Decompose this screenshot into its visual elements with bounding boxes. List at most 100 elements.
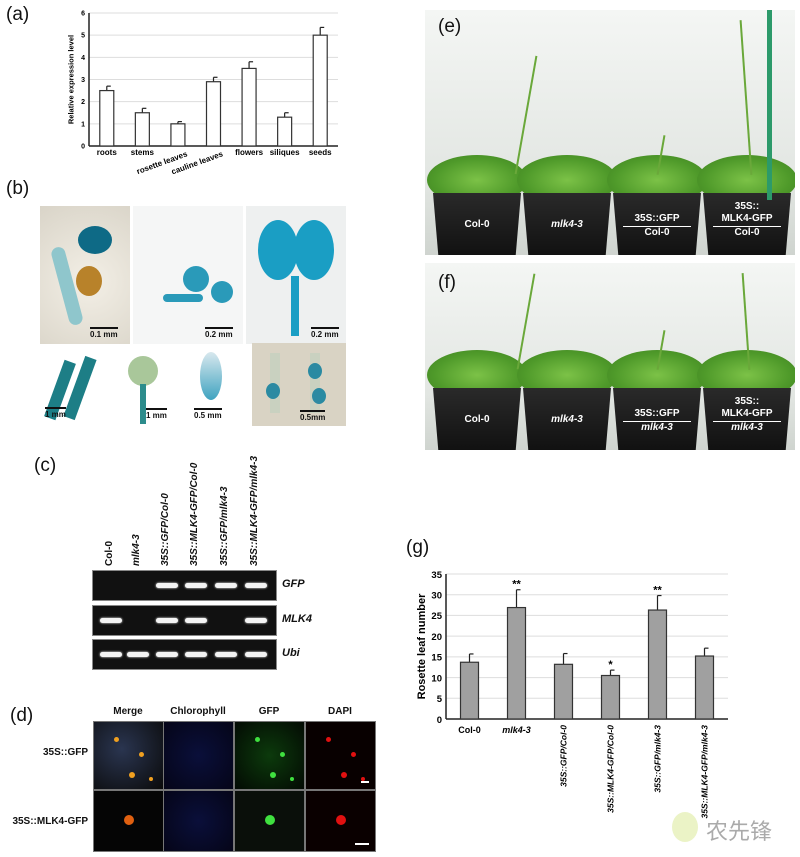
pot-label: mlk4-3 xyxy=(523,414,611,426)
gus-photo-petal: 0.5 mm xyxy=(180,344,242,426)
pot-label-line: mlk4-3 xyxy=(551,414,583,425)
column-header: Merge xyxy=(113,706,143,717)
significance-marker: ** xyxy=(512,579,521,591)
pot-label-line: 35S::GFP xyxy=(634,408,680,419)
bar xyxy=(99,89,115,147)
bar xyxy=(241,67,257,147)
y-axis-label: Relative expression level xyxy=(67,35,76,124)
column-header: GFP xyxy=(258,706,280,717)
micrograph xyxy=(93,721,164,790)
pot: 35S:: MLK4-GFP Col-0 xyxy=(703,193,791,255)
pot-label-line: MLK4-GFP xyxy=(721,213,773,224)
bar xyxy=(600,674,621,720)
y-tick-label: 0 xyxy=(437,715,442,726)
x-tick-label: 35S::MLK4-GFP/Col-0 xyxy=(606,725,616,813)
gus-photo-seedling-1: 0.1 mm xyxy=(40,206,130,344)
y-tick-label: 6 xyxy=(81,11,85,18)
scale-bar: 1 mm xyxy=(45,407,66,419)
bar xyxy=(647,609,668,720)
watermark-logo xyxy=(672,812,698,842)
scale-bar: 0.5 mm xyxy=(194,408,222,420)
gel-band xyxy=(156,652,178,657)
scale-bar: 0.5mm xyxy=(300,410,326,422)
bar xyxy=(553,663,574,720)
gel-band xyxy=(245,652,267,657)
y-tick-label: 10 xyxy=(431,673,442,684)
lane-label: mlk4-3 xyxy=(131,534,142,566)
panel-label-a: (a) xyxy=(6,4,30,25)
row-label: 35S::GFP xyxy=(42,747,88,758)
gel-band xyxy=(245,618,267,623)
x-tick-label: 35S::GFP/Col-0 xyxy=(559,725,569,787)
pot-label-line: mlk4-3 xyxy=(623,421,691,434)
x-tick-label: siliques xyxy=(270,148,300,157)
panel-label-e: (e) xyxy=(438,16,462,37)
row-label: 35S::MLK4-GFP xyxy=(12,816,88,827)
column-header: DAPI xyxy=(328,706,352,717)
x-tick-label: Col-0 xyxy=(458,725,481,735)
support-stake xyxy=(767,10,772,200)
panel-label-d: (d) xyxy=(10,705,34,726)
pot: 35S:: MLK4-GFP mlk4-3 xyxy=(703,388,791,450)
bar xyxy=(312,34,328,147)
gus-photo-stem: 1 mm xyxy=(40,348,106,426)
micrograph xyxy=(163,790,234,852)
panel-label-c: (c) xyxy=(34,455,57,476)
pot: Col-0 xyxy=(433,388,521,450)
y-tick-label: 4 xyxy=(81,55,85,62)
pot: mlk4-3 xyxy=(523,193,611,255)
panel-label-g: (g) xyxy=(406,537,430,558)
x-tick-label: flowers xyxy=(235,148,264,157)
gel-band xyxy=(215,583,237,588)
scale-bar: 1 mm xyxy=(146,408,167,420)
lane-label: 35S::MLK4-GFP/mlk4-3 xyxy=(249,455,260,566)
gus-photo-silique: 0.5mm xyxy=(252,343,346,426)
gel-band xyxy=(156,583,178,588)
bar xyxy=(459,661,480,720)
gene-label: GFP xyxy=(282,578,305,590)
gene-label: MLK4 xyxy=(282,613,312,625)
bar xyxy=(277,116,293,147)
y-tick-label: 35 xyxy=(431,570,442,581)
pot-label-line: Col-0 xyxy=(623,226,691,239)
inflorescence-stem xyxy=(739,20,753,175)
lane-label: 35S::MLK4-GFP/Col-0 xyxy=(189,462,200,566)
scale-bar: 0.1 mm xyxy=(90,327,118,339)
micrograph xyxy=(163,721,234,790)
y-tick-label: 30 xyxy=(431,590,442,601)
y-tick-label: 20 xyxy=(431,632,442,643)
pot-label-line: 35S:: xyxy=(734,396,760,407)
gel-strip-ubi xyxy=(92,639,277,670)
scale-bar xyxy=(355,843,369,845)
y-tick-label: 25 xyxy=(431,611,442,622)
scale-bar: 0.2 mm xyxy=(311,327,339,339)
micrograph xyxy=(305,721,376,790)
pot-label: 35S::GFP Col-0 xyxy=(613,213,701,239)
x-tick-label: mlk4-3 xyxy=(502,725,531,735)
gus-photo-cotyledons: 0.2 mm xyxy=(246,206,346,344)
gel-band xyxy=(127,652,149,657)
bar xyxy=(134,112,150,147)
lane-label: Col-0 xyxy=(104,541,115,566)
micrograph xyxy=(234,721,305,790)
pot-label-line: Col-0 xyxy=(713,226,781,239)
significance-marker: ** xyxy=(653,585,662,597)
x-tick-label: stems xyxy=(131,148,155,157)
gel-band xyxy=(245,583,267,588)
y-tick-label: 1 xyxy=(81,121,85,128)
gel-strip-gfp xyxy=(92,570,277,601)
gel-band xyxy=(100,618,122,623)
significance-marker: * xyxy=(608,659,613,671)
pot-label: Col-0 xyxy=(433,219,521,231)
bar xyxy=(205,81,222,147)
y-tick-label: 2 xyxy=(81,99,85,106)
pot-label-line: Col-0 xyxy=(464,219,490,230)
bar xyxy=(170,123,186,147)
micrograph xyxy=(234,790,305,852)
pot-label-line: MLK4-GFP xyxy=(721,408,773,419)
x-tick-label: 35S::MLK4-GFP/mlk4-3 xyxy=(700,725,710,819)
pot-label: 35S:: MLK4-GFP mlk4-3 xyxy=(703,396,791,434)
